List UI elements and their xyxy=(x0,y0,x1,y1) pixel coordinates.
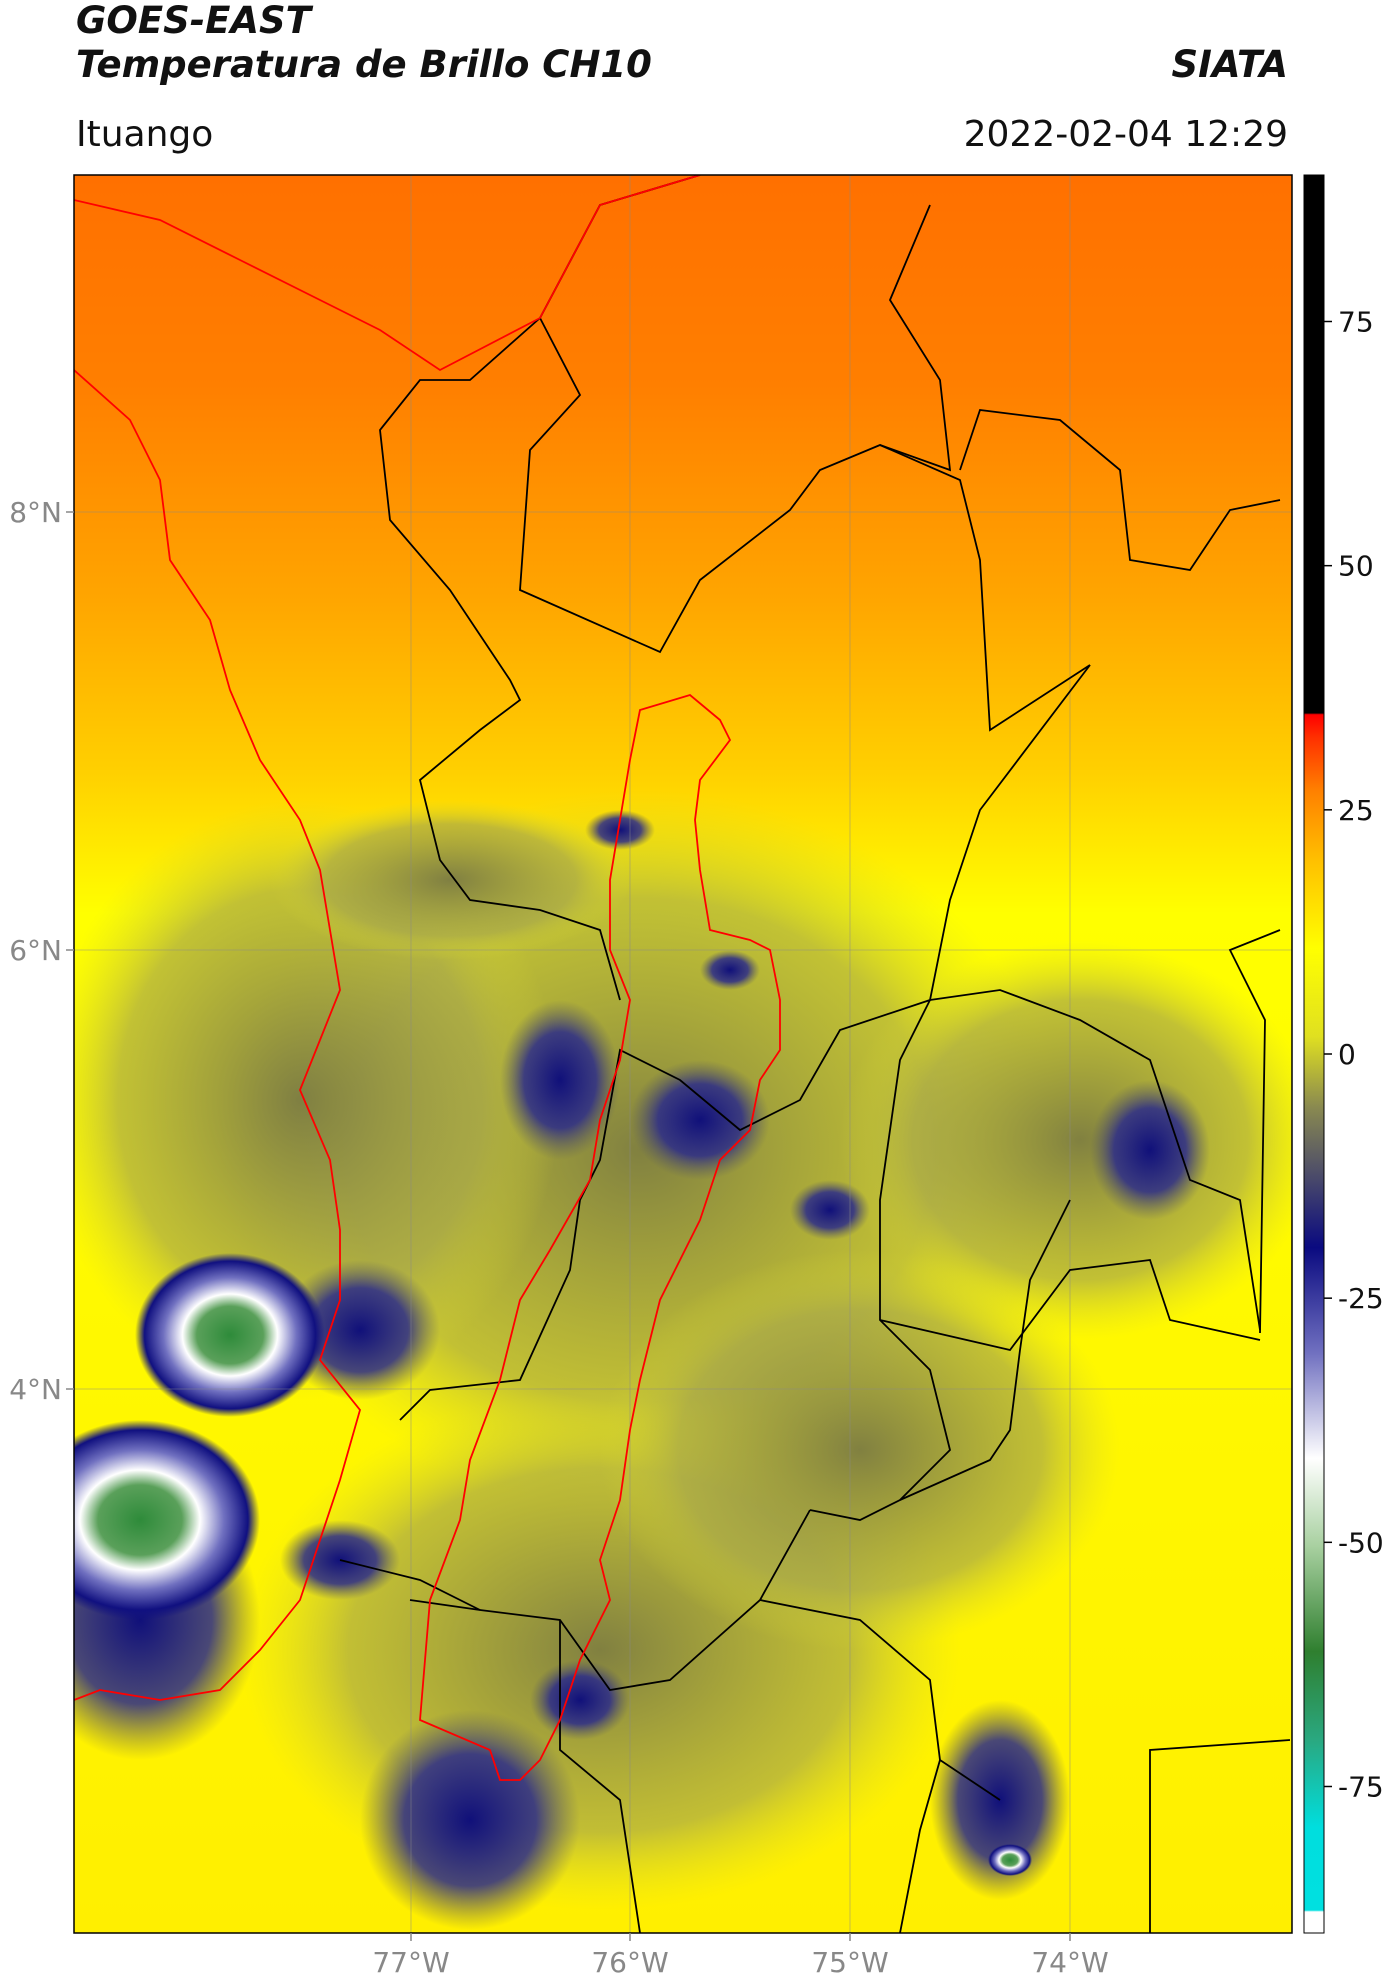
colorbar-gradient xyxy=(1303,174,1325,1934)
organization-label: SIATA xyxy=(1171,43,1288,86)
lat-tick-label: 4°N xyxy=(9,1373,62,1406)
lat-tick-label: 6°N xyxy=(9,934,62,967)
lon-tick-label: 77°W xyxy=(372,1946,449,1979)
lon-tick-label: 76°W xyxy=(591,1946,668,1979)
colorbar-tick-label: -50 xyxy=(1338,1526,1384,1559)
map-title: GOES-EAST xyxy=(76,0,311,42)
region-label: Ituango xyxy=(76,114,214,155)
colorbar-tick-label: -25 xyxy=(1338,1282,1384,1315)
coastline xyxy=(74,175,701,1701)
map-frame xyxy=(73,174,1293,1934)
lon-tick-label: 74°W xyxy=(1031,1946,1108,1979)
colorbar-tick-label: -75 xyxy=(1338,1771,1384,1804)
lat-tick-label: 8°N xyxy=(9,496,62,529)
longitude-ticks: 77°W 76°W 75°W 74°W xyxy=(372,1933,1109,1979)
satellite-image xyxy=(74,175,1292,1933)
lon-tick-label: 75°W xyxy=(811,1946,888,1979)
map-subtitle: Temperatura de Brillo CH10 xyxy=(76,43,652,86)
colorbar-tick-label: 75 xyxy=(1338,306,1374,339)
ituango-basin-outline xyxy=(419,693,781,1781)
colorbar-tick-label: 0 xyxy=(1338,1038,1356,1071)
colorbar-ticks: 75 50 25 0 -25 -50 -75 xyxy=(1324,306,1384,1804)
colorbar-tick-label: 25 xyxy=(1338,794,1374,827)
timestamp-label: 2022-02-04 12:29 xyxy=(963,114,1288,155)
colorbar-tick-label: 50 xyxy=(1338,550,1374,583)
colorbar: 75 50 25 0 -25 -50 -75 xyxy=(1303,174,1384,1934)
latitude-ticks: 8°N 6°N 4°N xyxy=(9,496,74,1406)
